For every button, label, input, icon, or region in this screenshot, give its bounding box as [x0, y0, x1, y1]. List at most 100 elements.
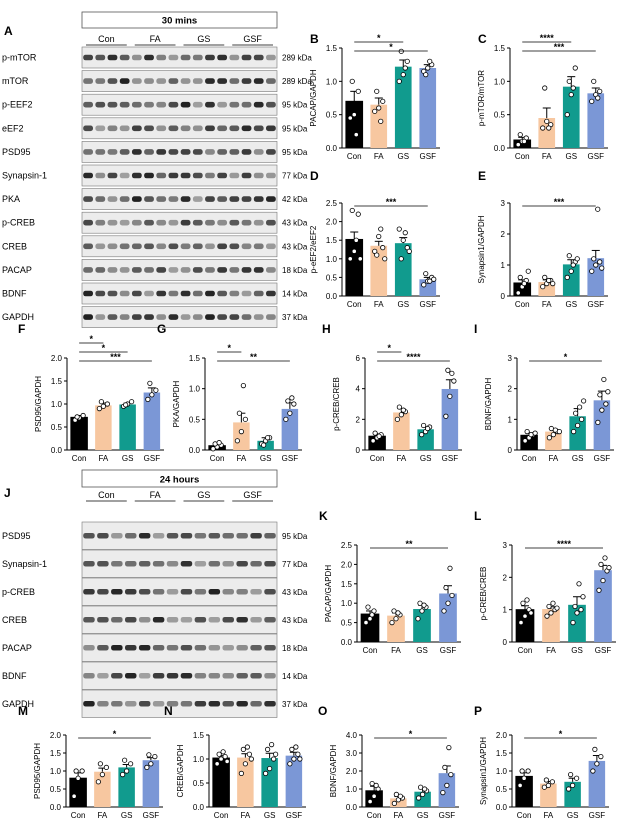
protein-label: Synapsin-1 — [2, 171, 47, 181]
band — [95, 101, 106, 108]
band — [236, 560, 248, 567]
band — [194, 616, 207, 623]
band — [168, 54, 179, 61]
x-tick-label: FA — [396, 454, 406, 463]
band — [124, 700, 137, 707]
data-point — [543, 777, 549, 783]
band — [107, 219, 118, 226]
data-point — [568, 92, 574, 98]
band — [241, 125, 252, 132]
band — [236, 672, 248, 679]
band — [107, 54, 118, 61]
data-point — [598, 561, 604, 568]
band — [229, 267, 240, 273]
data-point — [98, 399, 104, 405]
y-tick-label: 2.5 — [341, 541, 353, 550]
band — [266, 125, 276, 132]
band — [95, 125, 106, 132]
x-tick-label: GSF — [420, 152, 437, 161]
data-point — [402, 65, 408, 71]
blot-row: CREB 43 kDa — [2, 235, 308, 258]
y-tick-label: 3 — [501, 199, 506, 208]
band — [180, 616, 193, 623]
data-point — [447, 565, 453, 571]
y-tick-label: 2.0 — [346, 767, 358, 776]
data-point — [369, 612, 375, 618]
kda-label: 77 kDa — [282, 172, 308, 181]
y-tick-label: 1.5 — [494, 44, 506, 53]
group-label: FA — [150, 490, 161, 500]
bar-GSF — [142, 760, 160, 807]
blot-row: p-CREB 43 kDa — [2, 577, 308, 606]
band — [222, 588, 235, 595]
band — [180, 560, 193, 567]
data-point — [148, 761, 154, 767]
band — [250, 644, 262, 651]
band — [131, 267, 142, 273]
band — [119, 149, 130, 155]
band — [131, 172, 142, 179]
x-tick-label: FA — [548, 454, 558, 463]
band — [95, 314, 106, 320]
data-point — [402, 230, 408, 236]
x-tick-label: FA — [374, 300, 384, 309]
data-point — [376, 433, 382, 439]
bar-FA — [237, 757, 254, 807]
bar-GSF — [143, 392, 161, 450]
y-tick-label: 0 — [356, 446, 361, 455]
band — [253, 172, 264, 179]
kda-label: 77 kDa — [282, 560, 308, 569]
bar-GSF — [438, 773, 456, 807]
x-tick-label: GS — [397, 300, 409, 309]
band — [205, 219, 215, 226]
band — [144, 196, 154, 202]
y-tick-label: 1.0 — [494, 77, 506, 86]
y-tick-label: 0 — [503, 638, 508, 647]
data-point — [124, 768, 130, 774]
band — [95, 54, 106, 61]
y-tick-label: 1.0 — [193, 755, 205, 764]
data-point — [602, 555, 608, 561]
data-point — [589, 268, 595, 274]
band — [205, 54, 215, 61]
band — [95, 243, 106, 250]
data-point — [103, 764, 109, 771]
kda-label: 37 kDa — [282, 700, 308, 709]
band — [124, 532, 137, 539]
band — [168, 243, 179, 250]
data-point — [347, 115, 353, 121]
blot-strip — [81, 93, 278, 116]
data-point — [564, 112, 570, 118]
data-point — [605, 389, 611, 395]
band — [119, 101, 130, 108]
band — [119, 290, 130, 297]
data-point — [444, 782, 450, 789]
data-point — [525, 268, 531, 274]
data-point — [351, 248, 357, 254]
data-point — [400, 72, 406, 78]
band — [222, 672, 235, 679]
data-point — [518, 619, 524, 626]
band — [180, 700, 193, 707]
y-tick-label: 1.5 — [189, 354, 201, 363]
y-tick-label: 2 — [356, 415, 361, 424]
band — [83, 700, 95, 707]
significance-label: * — [227, 343, 231, 353]
panel-letter: A — [4, 24, 13, 38]
data-point — [597, 88, 603, 94]
data-point — [599, 407, 605, 413]
data-point — [570, 85, 576, 91]
band — [168, 172, 179, 179]
x-tick-label: Con — [214, 811, 229, 820]
y-axis-label: BDNF/GAPDH — [484, 378, 493, 431]
data-point — [544, 613, 550, 619]
band — [131, 101, 142, 108]
bar-GSF — [285, 755, 303, 807]
data-point — [443, 413, 449, 419]
data-point — [398, 256, 404, 262]
data-point — [566, 786, 572, 792]
y-tick-label: 3.0 — [346, 749, 358, 758]
band — [168, 149, 179, 155]
band — [266, 219, 276, 226]
